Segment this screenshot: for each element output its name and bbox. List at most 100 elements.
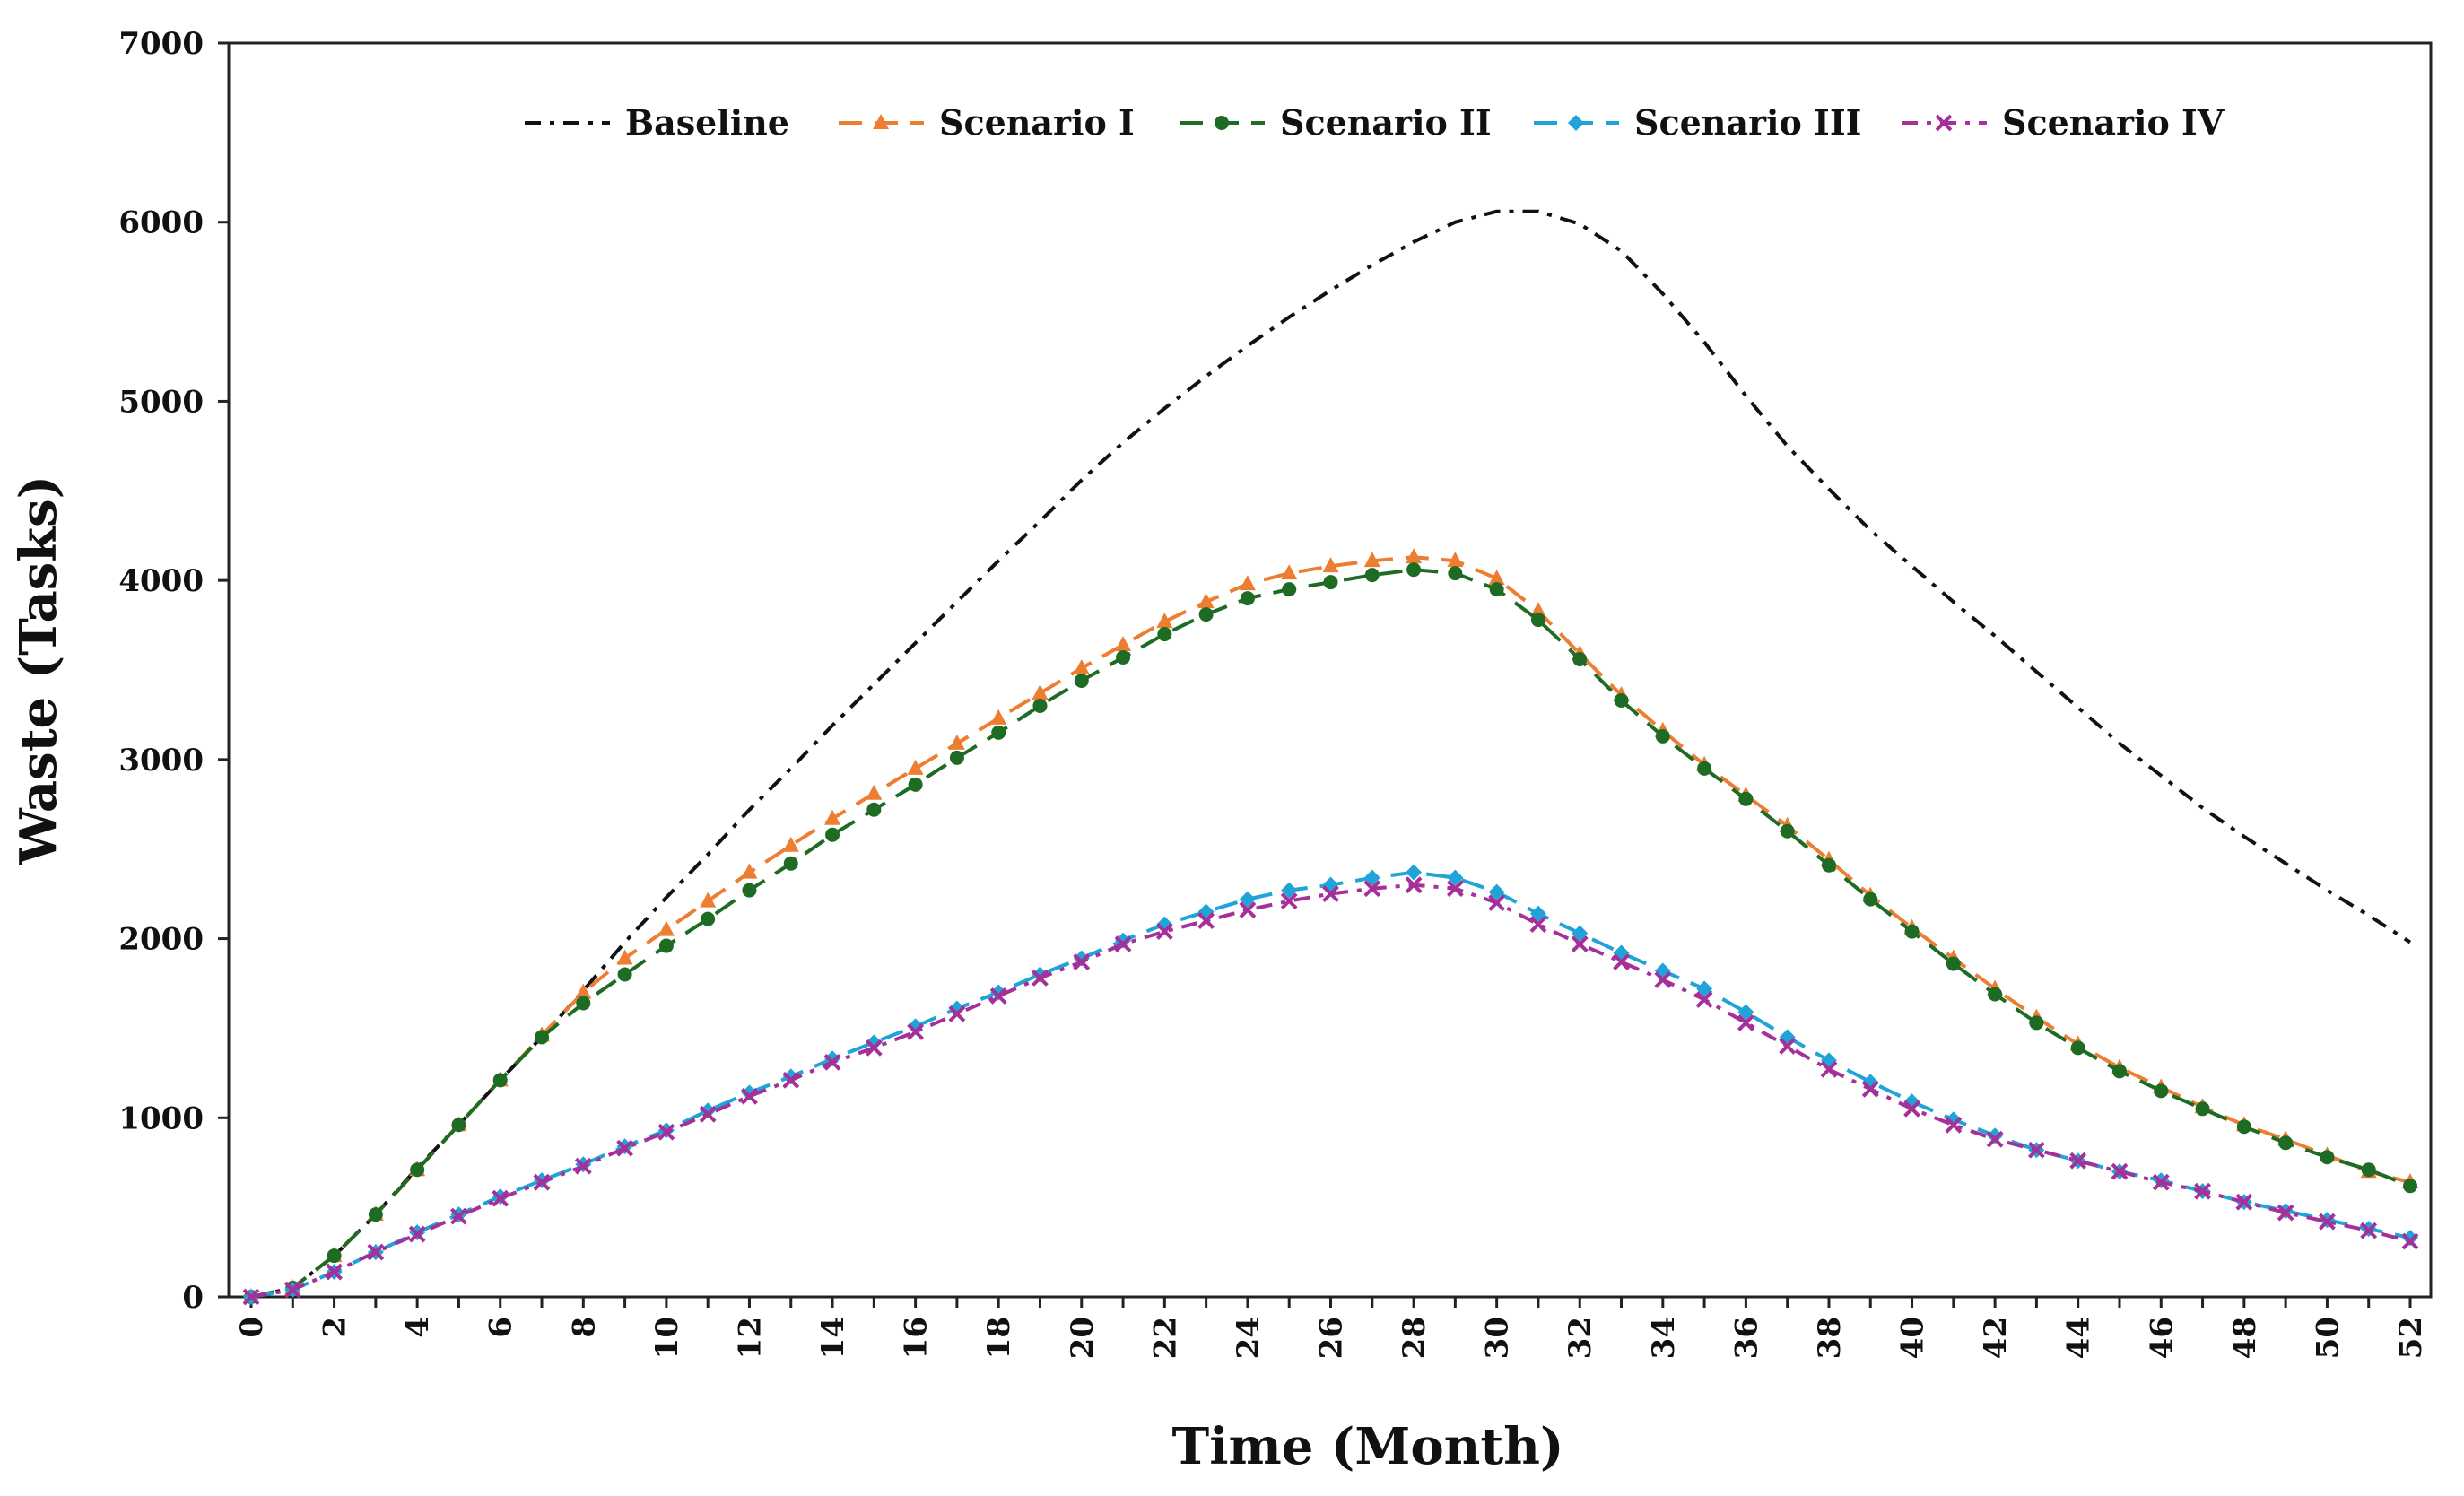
data-point-scenario-iii [1032,966,1049,983]
data-point-scenario-ii [783,856,798,871]
legend-item-scenario-i: Scenario I [839,102,1135,143]
x-tick-label: 18 [981,1317,1017,1359]
data-point-scenario-ii [1780,823,1795,839]
legend-label: Scenario II [1280,102,1492,143]
legend: Baseline Scenario I Scenario II Scenario II… [525,102,2225,143]
x-tick-label: 50 [2310,1317,2346,1359]
data-point-scenario-iii [1281,882,1298,899]
data-point-scenario-iv [1737,1014,1754,1031]
series-layer [242,209,2419,1306]
data-point-scenario-ii [1240,591,1255,606]
data-point-scenario-iv [741,1087,758,1105]
data-point-scenario-iv [1488,894,1506,912]
legend-item-baseline: Baseline [525,102,789,143]
data-point-scenario-iv [616,1139,634,1157]
data-point-scenario-ii [908,777,923,792]
data-point-scenario-iv [2277,1204,2294,1222]
data-point-scenario-iii [1987,1127,2004,1144]
legend-marker [1568,115,1584,131]
x-tick-label: 30 [1480,1317,1516,1359]
legend-item-scenario-iii: Scenario III [1534,102,1861,143]
data-point-scenario-iv [2069,1152,2087,1170]
data-point-scenario-iii [1572,925,1589,942]
data-point-scenario-iv [1197,912,1215,930]
data-point-scenario-ii [2320,1150,2335,1165]
data-point-scenario-iii [1406,864,1423,881]
data-point-scenario-ii [1489,582,1504,597]
data-point-scenario-ii [1406,562,1422,578]
y-axis-ticks: 0 1000 2000 3000 4000 5000 6000 7000 [118,26,229,1316]
y-tick-label: 1000 [118,1100,204,1136]
data-point-scenario-iv [1405,876,1423,894]
data-point-scenario-iv [1114,935,1132,952]
series-line-scenario-i [250,555,2411,1299]
data-point-scenario-iii [1447,869,1464,886]
data-point-scenario-iv [2360,1222,2378,1239]
data-point-scenario-ii [991,725,1006,740]
series-scenario-i [243,548,2418,1303]
data-point-scenario-iv [1903,1100,1920,1118]
x-tick-label: 38 [1812,1317,1848,1359]
data-point-scenario-ii [327,1248,342,1264]
data-point-scenario-iv [1529,916,1547,934]
data-point-scenario-iii [990,984,1007,1001]
data-point-scenario-iv [2027,1141,2045,1159]
data-point-scenario-iii [1696,980,1713,997]
data-point-scenario-i [1406,548,1423,564]
data-point-scenario-ii [1738,791,1754,806]
data-point-scenario-iv [326,1263,343,1281]
data-point-scenario-ii [1323,575,1338,590]
y-tick-label: 3000 [118,743,204,778]
x-tick-label: 0 [234,1317,270,1338]
data-point-scenario-iv [1571,935,1589,952]
x-tick-label: 28 [1397,1317,1432,1359]
data-point-scenario-iv [2401,1232,2419,1250]
y-tick-label: 7000 [118,26,204,62]
data-point-scenario-i [866,784,883,800]
x-tick-label: 2 [318,1317,353,1338]
data-point-scenario-iv [574,1157,592,1175]
data-point-scenario-iv [367,1243,385,1261]
data-point-scenario-ii [1572,652,1588,667]
data-point-scenario-ii [1032,698,1048,713]
legend-item-scenario-iv: Scenario IV [1902,102,2225,143]
data-point-scenario-ii [1282,582,1297,597]
y-axis-title: Waste (Tasks) [9,475,68,865]
data-point-scenario-iv [948,1005,966,1022]
data-point-scenario-iv [1239,901,1257,919]
data-point-scenario-ii [1448,566,1463,581]
data-point-scenario-ii [535,1030,550,1045]
data-point-scenario-i [1197,593,1215,609]
y-tick-label: 2000 [118,922,204,958]
x-tick-label: 26 [1314,1317,1350,1359]
data-point-scenario-iv [1986,1130,2004,1148]
data-point-scenario-i [1447,552,1464,568]
x-tick-label: 52 [2393,1317,2429,1359]
data-point-scenario-i [1115,636,1132,652]
data-point-scenario-ii [576,996,591,1011]
data-point-scenario-iv [1779,1037,1797,1055]
data-point-scenario-i [1322,557,1339,573]
data-point-scenario-ii [2029,1015,2044,1031]
data-point-scenario-ii [825,827,840,842]
x-tick-label: 46 [2144,1317,2180,1359]
data-point-scenario-i [616,949,633,965]
data-point-scenario-iv [1155,923,1173,940]
data-point-scenario-ii [410,1162,425,1178]
data-point-scenario-ii [1530,613,1545,628]
x-tick-label: 22 [1147,1317,1183,1359]
x-tick-label: 48 [2227,1317,2263,1359]
data-point-scenario-iv [699,1105,717,1123]
data-point-scenario-iv [492,1189,509,1207]
data-point-scenario-i [907,759,924,775]
data-point-scenario-ii [866,802,882,817]
data-point-scenario-iv [242,1288,260,1306]
data-point-scenario-ii [2278,1135,2294,1151]
data-point-scenario-ii [658,938,674,953]
series-line-baseline [250,209,2412,1299]
data-point-scenario-ii [2236,1119,2251,1135]
data-point-scenario-iii [948,1000,965,1017]
data-point-scenario-ii [1904,924,1920,939]
data-point-scenario-iv [2194,1182,2211,1200]
